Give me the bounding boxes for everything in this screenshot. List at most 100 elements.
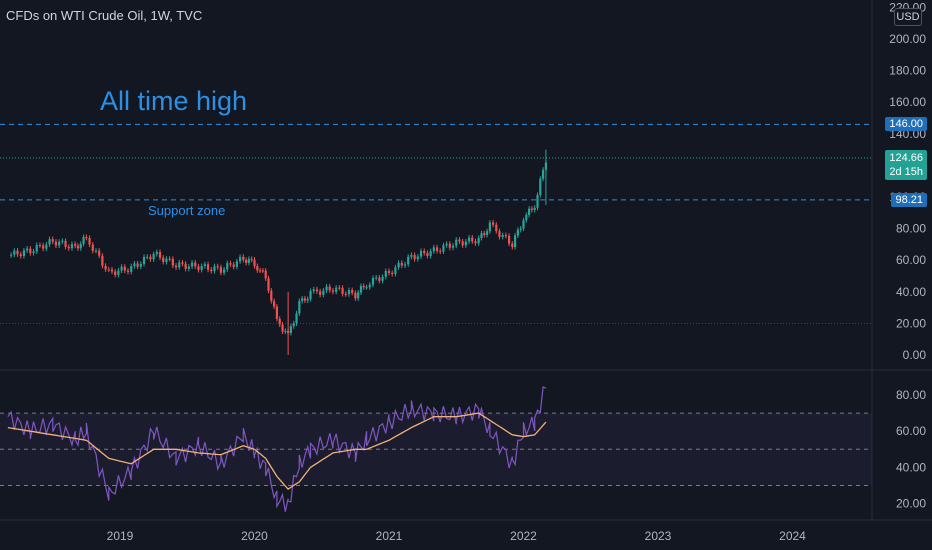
candle-body xyxy=(528,208,531,215)
candle-body xyxy=(126,270,130,272)
candle-body xyxy=(42,245,45,249)
candle-body xyxy=(168,258,171,260)
candle-body xyxy=(174,265,178,268)
candle-body xyxy=(216,266,219,268)
price-tick-label: 200.00 xyxy=(889,32,926,46)
candle-body xyxy=(130,266,133,272)
candle-body xyxy=(155,251,158,255)
candle-body xyxy=(451,245,455,248)
candle-body xyxy=(338,287,341,289)
candle-body xyxy=(303,298,307,301)
candle-body xyxy=(394,267,397,275)
candle-body xyxy=(16,250,19,255)
candle-body xyxy=(533,207,536,210)
candle-body xyxy=(480,233,483,239)
rsi-tick-label: 20.00 xyxy=(896,497,926,511)
time-tick-label: 2023 xyxy=(645,529,672,543)
candle-body xyxy=(309,291,312,300)
candle-body xyxy=(347,290,351,295)
candle-body xyxy=(58,241,61,246)
candle-body xyxy=(267,278,270,291)
candle-body xyxy=(104,265,107,270)
ath-price-tag: 146.00 xyxy=(885,117,927,131)
candle-body xyxy=(98,250,101,256)
candle-body xyxy=(110,269,114,272)
candle-body xyxy=(455,239,458,246)
candle-body xyxy=(292,323,295,327)
candle-body xyxy=(232,264,235,267)
candle-body xyxy=(322,290,325,295)
candle-body xyxy=(312,289,315,292)
candle-body xyxy=(64,240,67,247)
all-time-high-annotation: All time high xyxy=(100,86,248,116)
candle-body xyxy=(495,224,498,232)
candle-body xyxy=(133,263,136,267)
candle-body xyxy=(501,235,504,237)
candle-body xyxy=(67,246,70,249)
candle-body xyxy=(445,243,448,246)
candle-body xyxy=(442,245,445,252)
candle-body xyxy=(120,266,123,271)
candle-body xyxy=(117,270,120,275)
last-price-value: 124.66 xyxy=(889,152,923,164)
candle-body xyxy=(270,290,273,302)
candle-body xyxy=(235,261,238,267)
currency-button[interactable]: USD xyxy=(894,8,922,26)
candle-body xyxy=(35,245,38,252)
candle-body xyxy=(219,267,222,273)
candle-body xyxy=(61,240,64,242)
candle-body xyxy=(82,237,85,244)
candle-body xyxy=(261,270,265,272)
candle-body xyxy=(464,241,467,246)
candle-body xyxy=(10,254,13,256)
candle-body xyxy=(432,247,435,252)
candle-body xyxy=(197,266,200,270)
rsi-tick-label: 80.00 xyxy=(896,388,926,402)
candle-body xyxy=(384,270,387,277)
candle-body xyxy=(375,277,378,279)
candle-body xyxy=(13,250,16,255)
candle-body xyxy=(178,262,181,268)
candle-body xyxy=(278,318,281,325)
candle-body xyxy=(331,290,335,292)
candle-body xyxy=(491,222,495,225)
symbol-title: CFDs on WTI Crude Oil, 1W, TVC xyxy=(6,8,203,23)
candle-body xyxy=(504,235,507,237)
candle-body xyxy=(273,301,276,307)
price-tick-label: 40.00 xyxy=(896,285,926,299)
candle-body xyxy=(48,239,51,245)
candle-body xyxy=(275,306,279,319)
candle-body xyxy=(488,222,491,232)
candle-body xyxy=(284,330,287,332)
candle-body xyxy=(281,324,284,332)
candle-body xyxy=(474,241,477,244)
candle-body xyxy=(190,262,194,267)
candle-body xyxy=(298,301,301,314)
candle-body xyxy=(301,298,304,302)
candle-body xyxy=(88,237,91,245)
candle-body xyxy=(203,264,206,266)
candle-body xyxy=(70,243,74,249)
candle-body xyxy=(91,244,94,251)
candle-body xyxy=(184,263,187,269)
candle-body xyxy=(76,245,80,249)
candle-body xyxy=(136,263,139,267)
candle-body xyxy=(289,326,293,333)
candle-body xyxy=(26,248,29,251)
candle-body xyxy=(429,251,432,257)
price-tick-label: 0.00 xyxy=(903,348,927,362)
rsi-ma-line xyxy=(7,412,547,490)
candle-body xyxy=(162,257,165,262)
candle-body xyxy=(210,269,213,272)
candle-body xyxy=(498,231,501,237)
candle-body xyxy=(295,313,298,324)
candle-body xyxy=(158,251,162,258)
candle-body xyxy=(256,266,259,271)
candle-body xyxy=(365,287,368,289)
candle-body xyxy=(419,250,423,257)
candle-body xyxy=(439,250,442,252)
candle-body xyxy=(259,270,262,272)
bar-countdown: 2d 15h xyxy=(889,166,923,178)
candle-body xyxy=(467,237,471,242)
